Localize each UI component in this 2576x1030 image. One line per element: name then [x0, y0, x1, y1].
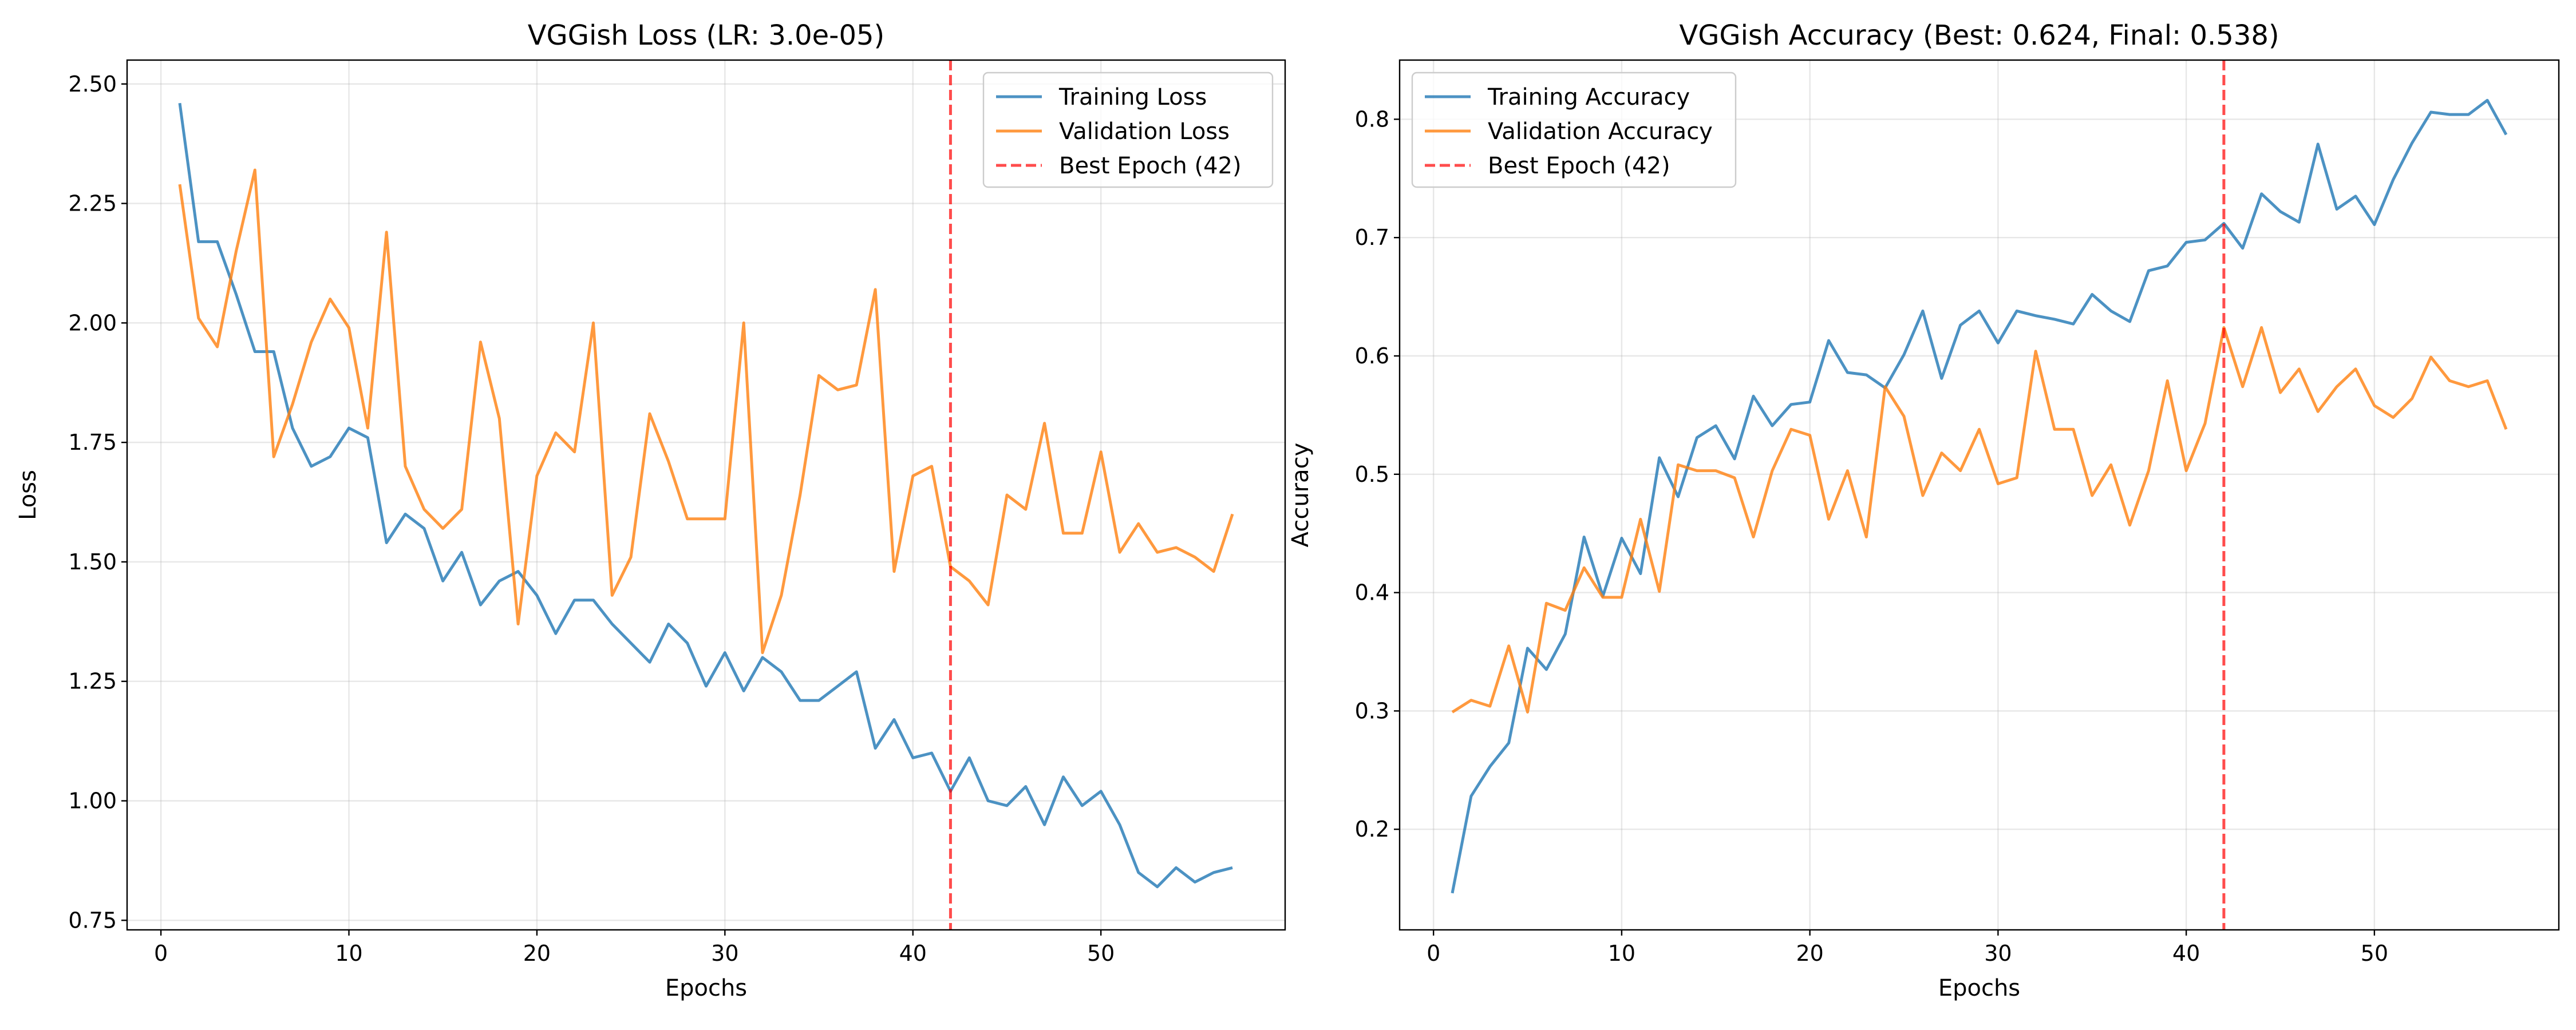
accuracy-legend: Training Accuracy Validation Accuracy Be…	[1411, 72, 1737, 188]
accuracy-y-tick-label: 0.4	[1355, 580, 1389, 605]
loss-y-tick-label: 2.50	[68, 72, 117, 97]
accuracy-x-tick-label: 30	[1984, 941, 2012, 966]
accuracy-legend-label-best-epoch: Best Epoch (42)	[1488, 153, 1670, 179]
accuracy-legend-label-validation: Validation Accuracy	[1488, 118, 1713, 145]
accuracy-y-tick-label: 0.5	[1355, 462, 1389, 487]
loss-legend-label-validation: Validation Loss	[1059, 118, 1230, 145]
accuracy-chart-title: VGGish Accuracy (Best: 0.624, Final: 0.5…	[1679, 19, 2279, 52]
accuracy-y-axis-label: Accuracy	[1287, 443, 1314, 548]
accuracy-x-tick-label: 10	[1608, 941, 1635, 966]
accuracy-legend-box	[1411, 72, 1737, 188]
accuracy-axes-frame	[1398, 59, 2560, 931]
loss-legend-label-best-epoch: Best Epoch (42)	[1059, 153, 1242, 179]
accuracy-x-tick-label: 0	[1427, 941, 1440, 966]
loss-y-tick-label: 0.75	[68, 908, 117, 933]
accuracy-y-tick-label: 0.7	[1355, 225, 1389, 250]
loss-ticks: 0 10 20 30 40 50 0.75 1.00 1.25 1.50 1.75 2.00 2.25 2…	[68, 72, 1115, 966]
accuracy-x-axis-label: Epochs	[1938, 975, 2020, 1001]
loss-plot-area	[178, 60, 1234, 930]
loss-legend-label-training: Training Loss	[1058, 84, 1207, 110]
accuracy-legend-label-training: Training Accuracy	[1487, 84, 1690, 110]
accuracy-validation-line	[1451, 326, 2508, 714]
accuracy-plot-area	[1451, 60, 2508, 930]
loss-y-tick-label: 2.00	[68, 310, 117, 335]
loss-chart: 0 10 20 30 40 50 0.75 1.00 1.25 1.50 1.75 2.00 2.25 2…	[15, 19, 1286, 1001]
loss-y-tick-label: 1.00	[68, 789, 117, 814]
loss-x-tick-label: 30	[711, 941, 738, 966]
loss-x-tick-label: 20	[523, 941, 551, 966]
loss-y-tick-label: 1.25	[68, 669, 117, 694]
loss-axes-frame	[126, 59, 1286, 931]
loss-y-tick-label: 2.25	[68, 191, 117, 216]
loss-y-tick-label: 1.50	[68, 549, 117, 575]
loss-x-axis-label: Epochs	[665, 975, 747, 1001]
loss-y-axis-label: Loss	[15, 470, 41, 520]
accuracy-y-tick-label: 0.2	[1355, 817, 1389, 842]
loss-legend-box	[982, 72, 1274, 188]
accuracy-y-tick-label: 0.8	[1355, 106, 1389, 132]
loss-legend: Training Loss Validation Loss Best Epoch…	[982, 72, 1274, 188]
accuracy-training-line	[1451, 98, 2508, 894]
loss-x-tick-label: 0	[154, 941, 168, 966]
accuracy-y-tick-label: 0.6	[1355, 343, 1389, 369]
loss-chart-title: VGGish Loss (LR: 3.0e-05)	[528, 19, 885, 52]
accuracy-chart: 0 10 20 30 40 50 0.2 0.3 0.4 0.5 0.6 0.7 0.8 VGGish …	[1287, 19, 2560, 1001]
loss-validation-line	[178, 168, 1234, 655]
accuracy-y-tick-label: 0.3	[1355, 698, 1389, 723]
loss-x-tick-label: 40	[899, 941, 927, 966]
accuracy-x-tick-label: 50	[2361, 941, 2388, 966]
loss-x-tick-label: 10	[335, 941, 362, 966]
loss-training-line	[178, 102, 1233, 889]
accuracy-x-tick-label: 40	[2172, 941, 2200, 966]
accuracy-x-tick-label: 20	[1796, 941, 1823, 966]
loss-x-tick-label: 50	[1087, 941, 1115, 966]
loss-grid	[127, 60, 1285, 930]
accuracy-ticks: 0 10 20 30 40 50 0.2 0.3 0.4 0.5 0.6 0.7 0.8	[1355, 106, 2388, 966]
accuracy-grid	[1400, 60, 2559, 930]
loss-y-tick-label: 1.75	[68, 430, 117, 455]
